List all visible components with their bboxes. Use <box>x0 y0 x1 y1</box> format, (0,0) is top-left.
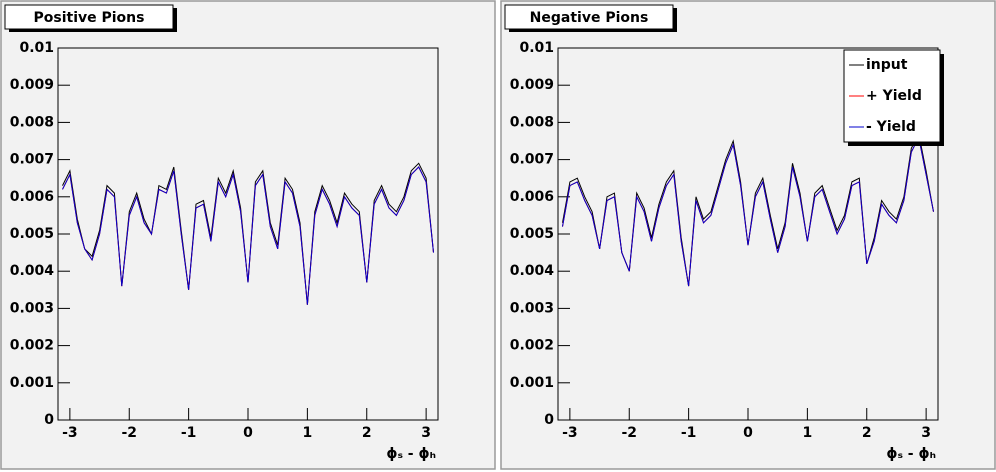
y-tick-label: 0.005 <box>510 226 554 242</box>
chart-title: Negative Pions <box>530 10 649 26</box>
legend-label: - Yield <box>866 119 916 135</box>
y-tick-label: 0.003 <box>10 300 54 316</box>
y-tick-label: 0.008 <box>10 114 54 130</box>
x-tick-label: 2 <box>862 425 872 441</box>
x-tick-label: 3 <box>421 425 431 441</box>
y-tick-label: 0.002 <box>510 338 554 354</box>
pad: Positive Pions 0 0.001 0.002 0.003 0.004 0.005… <box>0 0 496 470</box>
chart-title: Positive Pions <box>34 10 145 26</box>
y-tick-label: 0.005 <box>10 226 54 242</box>
legend-label: input <box>866 57 908 73</box>
y-tick-label: 0.006 <box>510 189 554 205</box>
x-tick-label: -1 <box>681 425 697 441</box>
title-box <box>504 4 674 30</box>
x-tick-label: -2 <box>621 425 637 441</box>
y-tick-label: 0.004 <box>10 263 55 279</box>
y-tick-label: 0.008 <box>510 114 554 130</box>
x-tick-label: 1 <box>303 425 313 441</box>
x-tick-label: -1 <box>181 425 197 441</box>
x-tick-label: -3 <box>562 425 578 441</box>
pad: Negative Pions 0 0.001 0.002 0.003 0.004 0.005… <box>500 0 996 470</box>
y-tick-label: 0.007 <box>10 152 54 168</box>
y-tick-label: 0.009 <box>10 77 54 93</box>
y-tick-label: 0.002 <box>10 338 54 354</box>
x-axis-label: ϕₛ - ϕₕ <box>386 446 436 462</box>
y-tick-label: 0.01 <box>19 40 54 56</box>
series-line <box>62 166 434 305</box>
x-axis-label: ϕₛ - ϕₕ <box>886 446 936 462</box>
y-tick-label: 0.003 <box>510 300 554 316</box>
y-tick-label: 0.01 <box>519 40 554 56</box>
title-box <box>4 4 174 30</box>
y-tick-label: 0.006 <box>10 189 54 205</box>
y-tick-label: 0.004 <box>510 263 555 279</box>
x-tick-label: 0 <box>743 425 753 441</box>
x-tick-label: 0 <box>243 425 253 441</box>
y-tick-label: 0.007 <box>510 152 554 168</box>
x-tick-label: 3 <box>921 425 931 441</box>
series-line <box>562 135 934 287</box>
y-tick-label: 0.001 <box>10 375 54 391</box>
y-tick-label: 0 <box>544 412 554 428</box>
x-tick-label: 1 <box>803 425 813 441</box>
y-tick-label: 0 <box>44 412 54 428</box>
x-tick-label: -3 <box>62 425 78 441</box>
y-tick-label: 0.001 <box>510 375 554 391</box>
y-tick-label: 0.009 <box>510 77 554 93</box>
legend-label: + Yield <box>866 88 922 104</box>
x-tick-label: -2 <box>121 425 137 441</box>
x-tick-label: 2 <box>362 425 372 441</box>
frame <box>57 47 439 421</box>
